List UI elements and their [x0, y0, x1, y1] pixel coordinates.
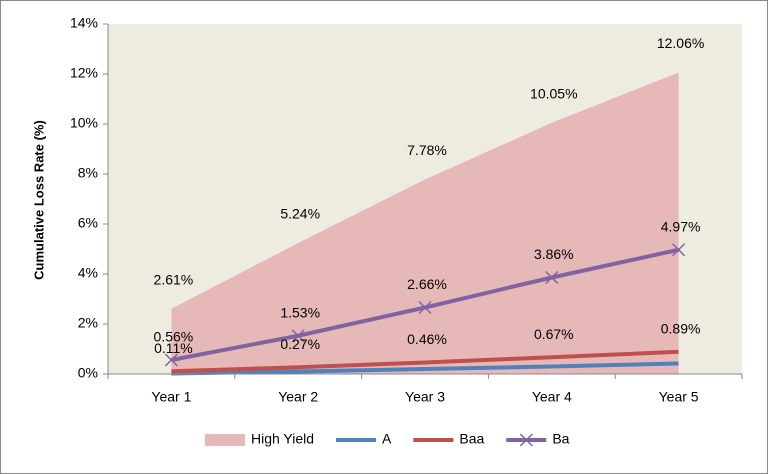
data-label: 0.46%	[407, 331, 447, 347]
data-label: 10.05%	[530, 85, 577, 101]
data-label: 0.89%	[661, 320, 701, 336]
data-label: 2.66%	[407, 276, 447, 292]
x-tick-label: Year 3	[405, 389, 445, 405]
data-label: 7.78%	[407, 142, 447, 158]
data-label: 5.24%	[280, 206, 320, 222]
x-tick-label: Year 4	[532, 389, 572, 405]
data-label: 2.61%	[154, 271, 194, 287]
legend-label: Ba	[552, 431, 569, 447]
y-tick-label: 2%	[78, 315, 98, 331]
area	[171, 72, 679, 374]
legend-label: A	[382, 431, 392, 447]
data-label: 0.56%	[154, 329, 194, 345]
y-tick-label: 8%	[78, 165, 98, 181]
line	[171, 349, 679, 374]
legend-label: High Yield	[251, 431, 314, 447]
x-tick-label: Year 2	[278, 389, 318, 405]
data-label: 0.67%	[534, 326, 574, 342]
data-label: 0.11%	[154, 340, 193, 356]
marker	[672, 243, 686, 257]
legend-swatch	[205, 434, 245, 446]
data-label: 0.27%	[280, 336, 320, 352]
y-tick-label: 0%	[78, 365, 98, 381]
marker	[164, 353, 178, 367]
y-tick-label: 10%	[70, 115, 98, 131]
marker	[418, 300, 432, 315]
line	[171, 361, 679, 376]
y-tick-label: 12%	[70, 65, 98, 81]
x-tick-label: Year 5	[659, 389, 699, 405]
y-tick-label: 6%	[78, 215, 98, 231]
data-label: 1.53%	[280, 304, 320, 320]
y-tick-label: 4%	[78, 265, 98, 281]
y-tick-label: 14%	[70, 15, 98, 31]
legend-label: Baa	[459, 431, 484, 447]
data-label: 4.97%	[661, 218, 701, 234]
x-tick-label: Year 1	[151, 389, 191, 405]
data-label: 3.86%	[534, 246, 574, 262]
data-label: 12.06%	[657, 35, 704, 51]
y-axis-label: Cumulative Loss Rate (%)	[31, 120, 46, 280]
legend-marker	[519, 433, 533, 447]
marker	[291, 329, 305, 343]
marker	[545, 270, 559, 285]
